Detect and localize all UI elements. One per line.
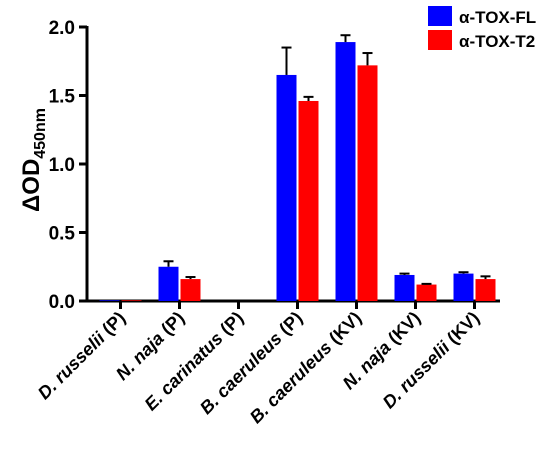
legend-swatch [428,30,452,50]
bar-fl [276,74,297,301]
bars [99,34,496,301]
y-tick-label: 1.0 [49,155,75,176]
x-tick-label-species: D. russelii [34,327,110,403]
legend-label: α-TOX-T2 [459,32,535,51]
x-tick-label: B. caeruleus (P) [196,308,306,418]
y-axis: 0.0 0.5 1.0 1.5 2.0 [49,18,89,313]
x-tick-label-source: (KV) [439,308,483,352]
bar-fl [158,266,179,301]
bar-t2 [357,65,378,301]
legend-label: α-TOX-FL [459,8,536,27]
x-tick-label-source: (KV) [380,308,424,352]
x-tick-label: E. carinatus (P) [141,308,248,415]
bar-t2 [416,284,437,301]
x-tick-label: B. caeruleus (KV) [246,308,366,428]
bar-fl [453,273,474,301]
x-axis: D. russelii (P)N. naja (P)E. carinatus (… [34,299,500,428]
y-tick-label: 2.0 [49,18,75,39]
legend-swatch [428,6,452,26]
bar-t2 [298,100,319,301]
x-tick-label: D. russelii (P) [34,308,129,403]
y-tick-label: 0.0 [49,292,75,313]
bar-t2 [475,279,496,301]
bar-t2 [121,300,142,301]
bar-fl [99,300,120,301]
x-tick-label-species: N. naja [339,337,395,393]
bar-fl [394,274,415,301]
y-axis-title: ΔOD450nm [18,108,49,212]
legend: α-TOX-FL α-TOX-T2 [428,6,536,51]
y-axis-title-subscript: 450nm [32,108,49,159]
y-tick-label: 0.5 [49,224,76,245]
bar-t2 [180,279,201,301]
y-tick-label: 1.5 [49,87,76,108]
x-tick-label-species: N. naja [112,328,168,384]
bar-fl [335,42,356,301]
y-axis-title-main: ΔOD [18,159,45,212]
x-tick-label-source: (KV) [321,308,365,352]
